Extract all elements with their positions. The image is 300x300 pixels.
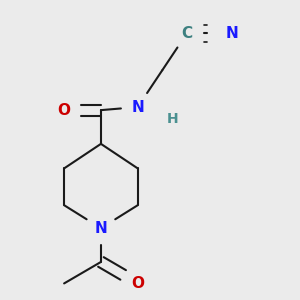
Text: O: O	[131, 276, 144, 291]
Text: H: H	[167, 112, 178, 126]
Text: C: C	[181, 26, 192, 41]
Text: N: N	[94, 221, 107, 236]
Text: N: N	[225, 26, 238, 41]
Text: O: O	[58, 103, 70, 118]
Text: N: N	[131, 100, 144, 115]
